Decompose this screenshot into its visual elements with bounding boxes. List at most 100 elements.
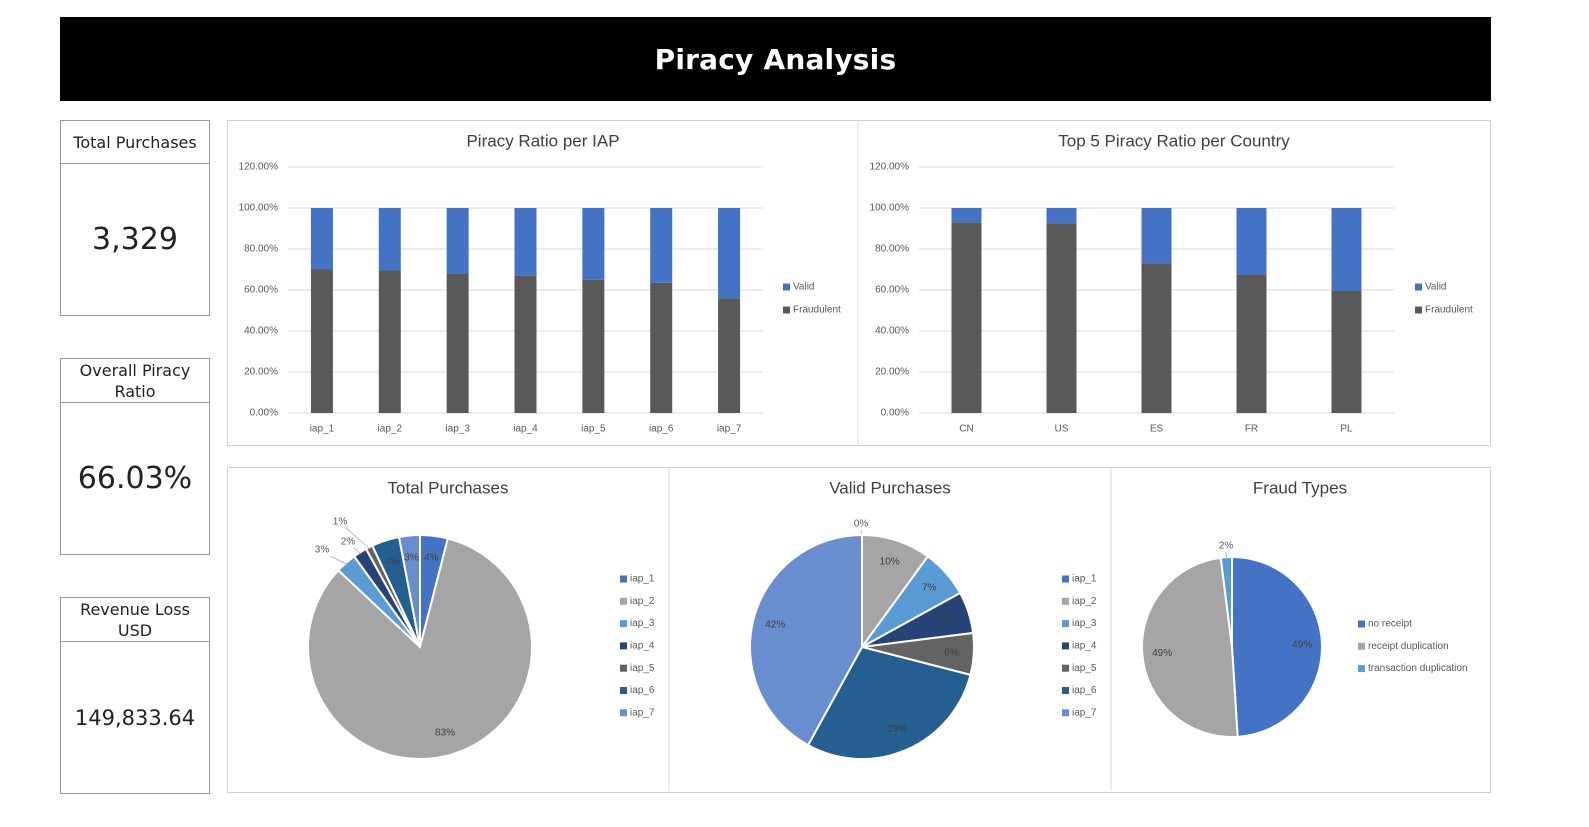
data-label: 3% xyxy=(315,545,330,556)
data-label: 2% xyxy=(1219,541,1234,552)
leader-line xyxy=(345,527,371,550)
bar-valid xyxy=(1331,208,1362,292)
legend-swatch xyxy=(1062,575,1069,583)
dashboard-title: Piracy Analysis xyxy=(654,42,897,76)
bar-charts-panel xyxy=(227,120,1491,446)
x-tick-label: iap_4 xyxy=(513,424,538,435)
legend-swatch xyxy=(620,597,627,605)
bar-fraudulent xyxy=(378,270,401,413)
legend-label: iap_6 xyxy=(630,685,655,696)
x-tick-label: FR xyxy=(1245,424,1258,435)
legend-swatch xyxy=(620,620,627,628)
y-tick-label: 20.00% xyxy=(244,367,278,378)
x-tick-label: US xyxy=(1055,424,1069,435)
legend-label: Valid xyxy=(793,282,815,293)
bar-valid xyxy=(1141,208,1172,264)
y-tick-label: 60.00% xyxy=(244,285,278,296)
chart-title: Total Purchases xyxy=(388,478,509,497)
legend-swatch xyxy=(1062,642,1069,650)
bar-fraudulent xyxy=(446,273,469,413)
legend-label: receipt duplication xyxy=(1368,641,1449,652)
chart-title: Fraud Types xyxy=(1253,478,1347,497)
y-tick-label: 100.00% xyxy=(870,203,910,214)
bar-fraudulent xyxy=(718,298,741,413)
x-tick-label: iap_7 xyxy=(717,424,742,435)
kpi-label: Overall Piracy Ratio xyxy=(61,359,209,403)
legend-label: iap_4 xyxy=(1072,641,1097,652)
legend-swatch xyxy=(620,687,627,694)
y-tick-label: 120.00% xyxy=(870,162,910,173)
legend-swatch xyxy=(1415,306,1422,314)
data-label: 42% xyxy=(765,619,785,630)
pie-slice-iap_7 xyxy=(749,533,863,747)
chart-title: Piracy Ratio per IAP xyxy=(466,131,619,150)
y-tick-label: 0.00% xyxy=(250,408,278,419)
chart-title: Top 5 Piracy Ratio per Country xyxy=(1058,131,1290,150)
legend-label: iap_3 xyxy=(630,618,655,629)
leader-line xyxy=(353,547,362,555)
y-tick-label: 40.00% xyxy=(875,326,909,337)
legend-label: Fraudulent xyxy=(793,305,841,316)
legend-label: iap_7 xyxy=(1072,707,1097,718)
y-tick-label: 80.00% xyxy=(875,244,909,255)
bar-fraudulent xyxy=(1141,263,1172,413)
x-tick-label: iap_1 xyxy=(310,424,335,435)
pie-slice-iap_7 xyxy=(397,533,421,648)
y-tick-label: 120.00% xyxy=(239,162,279,173)
x-tick-label: iap_3 xyxy=(445,424,470,435)
pie-chart: Fraud Types 49% 49% 2% no receipt receipt dup… xyxy=(1141,478,1468,738)
data-label: 83% xyxy=(435,728,455,739)
legend-label: Fraudulent xyxy=(1425,305,1473,316)
bar-valid xyxy=(514,208,537,276)
leader-line xyxy=(329,555,348,565)
kpi-piracy-ratio: Overall Piracy Ratio 66.03% xyxy=(60,358,210,555)
legend-swatch xyxy=(620,709,627,717)
pie-slice-iap_2 xyxy=(307,537,533,760)
bar-fraudulent xyxy=(582,279,605,413)
x-tick-label: iap_6 xyxy=(649,424,674,435)
legend-swatch xyxy=(1358,642,1365,650)
legend-label: iap_1 xyxy=(630,574,655,585)
data-label: 7% xyxy=(922,582,937,593)
y-tick-label: 60.00% xyxy=(875,285,909,296)
legend-swatch xyxy=(1062,620,1069,628)
x-tick-label: iap_2 xyxy=(378,424,403,435)
data-label: 29% xyxy=(888,724,908,735)
bar-chart: Piracy Ratio per IAP 0.00% 20.00% 40.00% 60.… xyxy=(239,131,842,434)
kpi-value: 3,329 xyxy=(92,222,178,257)
legend-label: iap_5 xyxy=(1072,663,1097,674)
legend-label: Valid xyxy=(1425,282,1447,293)
pie-chart: Valid Purchases 0% 10% 7% 6% 6% 29% 42% iap_1iap… xyxy=(749,478,1097,760)
legend-swatch xyxy=(1358,620,1365,628)
legend-label: transaction duplication xyxy=(1368,663,1468,674)
bar-fraudulent xyxy=(650,282,673,413)
x-tick-label: iap_5 xyxy=(581,424,606,435)
legend-swatch xyxy=(620,642,627,650)
legend-label: iap_2 xyxy=(1072,596,1097,607)
y-tick-label: 100.00% xyxy=(239,203,279,214)
data-label: 1% xyxy=(333,517,348,528)
pie-slice-receipt-duplication xyxy=(1141,556,1239,738)
legend-label: iap_4 xyxy=(630,641,655,652)
kpi-label: Revenue Loss USD xyxy=(61,598,209,642)
data-label: 4% xyxy=(424,553,439,564)
y-tick-label: 0.00% xyxy=(881,408,909,419)
x-tick-label: CN xyxy=(959,424,973,435)
legend-swatch xyxy=(1062,597,1069,605)
y-tick-label: 40.00% xyxy=(244,326,278,337)
legend-swatch xyxy=(783,283,790,291)
pie-chart: Total Purchases 4% 83% 3% 2% 1% 4% 3% iap_1 iap_2… xyxy=(307,478,655,760)
chart-title: Valid Purchases xyxy=(829,478,951,497)
bar-valid xyxy=(650,208,673,283)
bar-valid xyxy=(951,208,982,223)
legend-swatch xyxy=(620,664,627,672)
bar-valid xyxy=(378,208,401,271)
data-label: 3% xyxy=(404,552,419,563)
pie-slice-no-receipt xyxy=(1231,555,1323,738)
bar-fraudulent xyxy=(1331,291,1362,413)
bar-valid xyxy=(1236,208,1267,275)
bar-valid xyxy=(1046,208,1077,224)
legend-swatch xyxy=(783,306,790,314)
bar-chart: Top 5 Piracy Ratio per Country 0.00% 20.00… xyxy=(870,131,1474,434)
